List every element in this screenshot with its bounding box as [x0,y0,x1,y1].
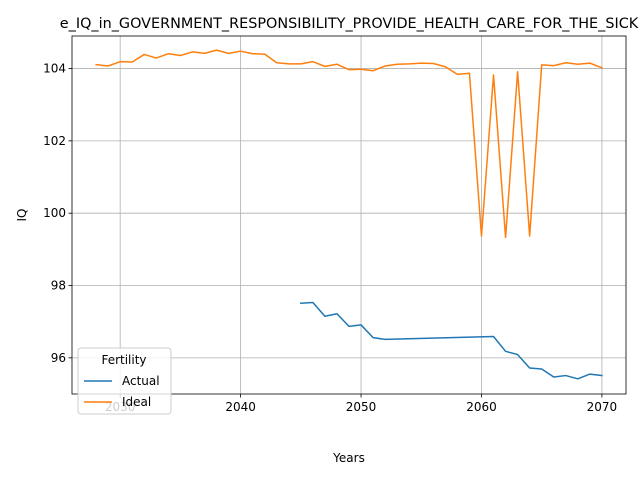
y-axis-label: IQ [15,209,29,222]
plot-background [72,36,626,394]
legend-box [77,347,172,415]
x-axis-label: Years [332,451,365,465]
y-tick-label: 104 [43,62,66,76]
y-tick-label: 100 [43,206,66,220]
chart-title: e_IQ_in_GOVERNMENT_RESPONSIBILITY_PROVID… [60,16,639,32]
series-line-actual [300,301,603,380]
y-tick-label: 98 [51,279,66,293]
x-tick-label: 2050 [346,400,377,414]
y-tick-label: 102 [43,134,66,148]
legend-title: Fertility [101,353,146,367]
y-axis: 96 98 100 102 104 [43,62,72,365]
x-axis: 20302040205020602070 [105,394,617,414]
legend-label-actual: Actual [122,374,160,388]
series-layer [95,49,603,380]
x-tick-label: 2040 [225,400,256,414]
legend-label-ideal: Ideal [122,395,151,409]
legend: Fertility Actual Ideal [77,347,172,415]
x-tick-label: 2060 [466,400,497,414]
x-tick-label: 2070 [587,400,618,414]
y-tick-label: 96 [51,351,66,365]
series-line-ideal [95,49,603,239]
plot-frame [71,35,627,395]
